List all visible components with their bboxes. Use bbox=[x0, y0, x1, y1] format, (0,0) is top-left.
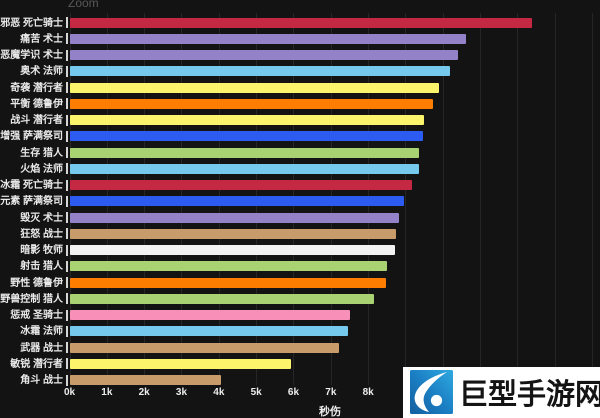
category-label: 野兽控制 猎人 bbox=[0, 293, 63, 305]
dps-bar[interactable] bbox=[70, 375, 222, 385]
gridline bbox=[517, 13, 519, 385]
category-label: 敏锐 潜行者 bbox=[10, 358, 63, 370]
category-tick bbox=[66, 309, 68, 321]
x-axis-tick-label: 0k bbox=[63, 387, 76, 398]
category-tick bbox=[66, 293, 68, 305]
category-label: 元素 萨满祭司 bbox=[0, 196, 63, 208]
dps-bar[interactable] bbox=[70, 163, 420, 174]
category-label: 惩戒 圣骑士 bbox=[10, 310, 63, 321]
gridline bbox=[554, 13, 556, 385]
dps-bar[interactable] bbox=[70, 66, 451, 77]
dps-bar[interactable] bbox=[70, 17, 533, 28]
dps-bar[interactable] bbox=[70, 115, 424, 125]
gridline bbox=[480, 13, 482, 385]
category-tick bbox=[66, 325, 68, 337]
x-axis-tick-label: 6k bbox=[287, 387, 300, 398]
x-axis-tick-label: 1k bbox=[101, 387, 113, 398]
category-label: 生存 猎人 bbox=[20, 147, 63, 159]
category-label: 增强 萨满祭司 bbox=[0, 131, 63, 143]
watermark-text: 巨型手游网 bbox=[459, 378, 600, 411]
category-tick bbox=[66, 130, 68, 142]
category-label: 角斗 战士 bbox=[20, 375, 63, 386]
dps-bar[interactable] bbox=[70, 310, 351, 320]
category-tick bbox=[66, 98, 68, 110]
category-label: 平衡 德鲁伊 bbox=[10, 98, 63, 110]
dps-bar[interactable] bbox=[70, 293, 375, 304]
category-label: 战斗 潜行者 bbox=[10, 115, 63, 126]
category-label: 恶魔学识 术士 bbox=[0, 50, 63, 61]
dps-bar[interactable] bbox=[70, 98, 433, 109]
x-axis-tick-label: 3k bbox=[175, 387, 188, 398]
dps-bar[interactable] bbox=[70, 196, 404, 207]
category-tick bbox=[66, 244, 68, 256]
category-label: 射击 猎人 bbox=[20, 261, 63, 273]
category-label: 奇袭 潜行者 bbox=[10, 82, 63, 94]
dps-bar[interactable] bbox=[70, 277, 386, 288]
category-label: 痛苦 术士 bbox=[20, 33, 63, 45]
category-tick bbox=[66, 179, 68, 191]
dps-bar[interactable] bbox=[70, 326, 348, 337]
giant-mobile-game-logo-icon bbox=[410, 370, 453, 414]
category-label: 武器 战士 bbox=[20, 342, 63, 354]
dps-bar[interactable] bbox=[70, 131, 423, 142]
category-tick bbox=[66, 277, 68, 288]
x-axis-tick-label: 5k bbox=[250, 387, 262, 398]
category-tick bbox=[66, 342, 68, 353]
category-label: 冰霜 法师 bbox=[20, 326, 63, 338]
gridline bbox=[405, 13, 407, 385]
category-tick bbox=[66, 358, 68, 370]
category-label: 邪恶 死亡骑士 bbox=[0, 17, 63, 29]
category-tick bbox=[66, 49, 68, 61]
category-tick bbox=[66, 374, 68, 386]
category-tick bbox=[66, 17, 68, 28]
category-tick bbox=[66, 212, 68, 223]
dps-bar[interactable] bbox=[70, 342, 340, 353]
category-label: 火焰 法师 bbox=[20, 163, 63, 175]
category-label: 毁灭 术士 bbox=[20, 212, 63, 224]
category-tick bbox=[66, 228, 68, 240]
x-axis-title: 秒伤 bbox=[319, 406, 341, 418]
category-label: 冰霜 死亡骑士 bbox=[0, 180, 63, 191]
dps-bar[interactable] bbox=[70, 245, 396, 255]
dps-bar[interactable] bbox=[70, 82, 439, 93]
gridline bbox=[592, 13, 594, 385]
dps-bar[interactable] bbox=[70, 228, 396, 239]
dps-bar[interactable] bbox=[70, 147, 420, 158]
category-tick bbox=[66, 260, 68, 272]
category-label: 暗影 牧师 bbox=[20, 245, 63, 256]
category-label: 狂怒 战士 bbox=[20, 228, 63, 240]
category-label: 野性 德鲁伊 bbox=[10, 277, 63, 289]
dps-bar[interactable] bbox=[70, 358, 291, 369]
category-tick bbox=[66, 163, 68, 175]
category-tick bbox=[66, 114, 68, 126]
category-label: 奥术 法师 bbox=[20, 66, 63, 78]
x-axis-tick-label: 8k bbox=[362, 387, 374, 398]
dps-bar[interactable] bbox=[70, 33, 467, 44]
category-tick bbox=[66, 147, 68, 158]
category-tick bbox=[66, 82, 68, 93]
x-axis-tick-label: 7k bbox=[325, 387, 337, 398]
gridline bbox=[442, 13, 444, 385]
dps-bar[interactable] bbox=[70, 261, 387, 272]
zoom-control[interactable]: Zoom bbox=[68, 0, 99, 10]
watermark: 巨型手游网 bbox=[403, 367, 600, 418]
dps-bar[interactable] bbox=[70, 212, 399, 223]
category-tick bbox=[66, 65, 68, 77]
x-axis-tick-label: 2k bbox=[138, 387, 150, 398]
category-tick bbox=[66, 195, 68, 207]
category-tick bbox=[66, 33, 68, 45]
x-axis-tick-label: 4k bbox=[213, 387, 225, 398]
dps-bar[interactable] bbox=[70, 50, 458, 60]
dps-bar[interactable] bbox=[70, 180, 412, 190]
